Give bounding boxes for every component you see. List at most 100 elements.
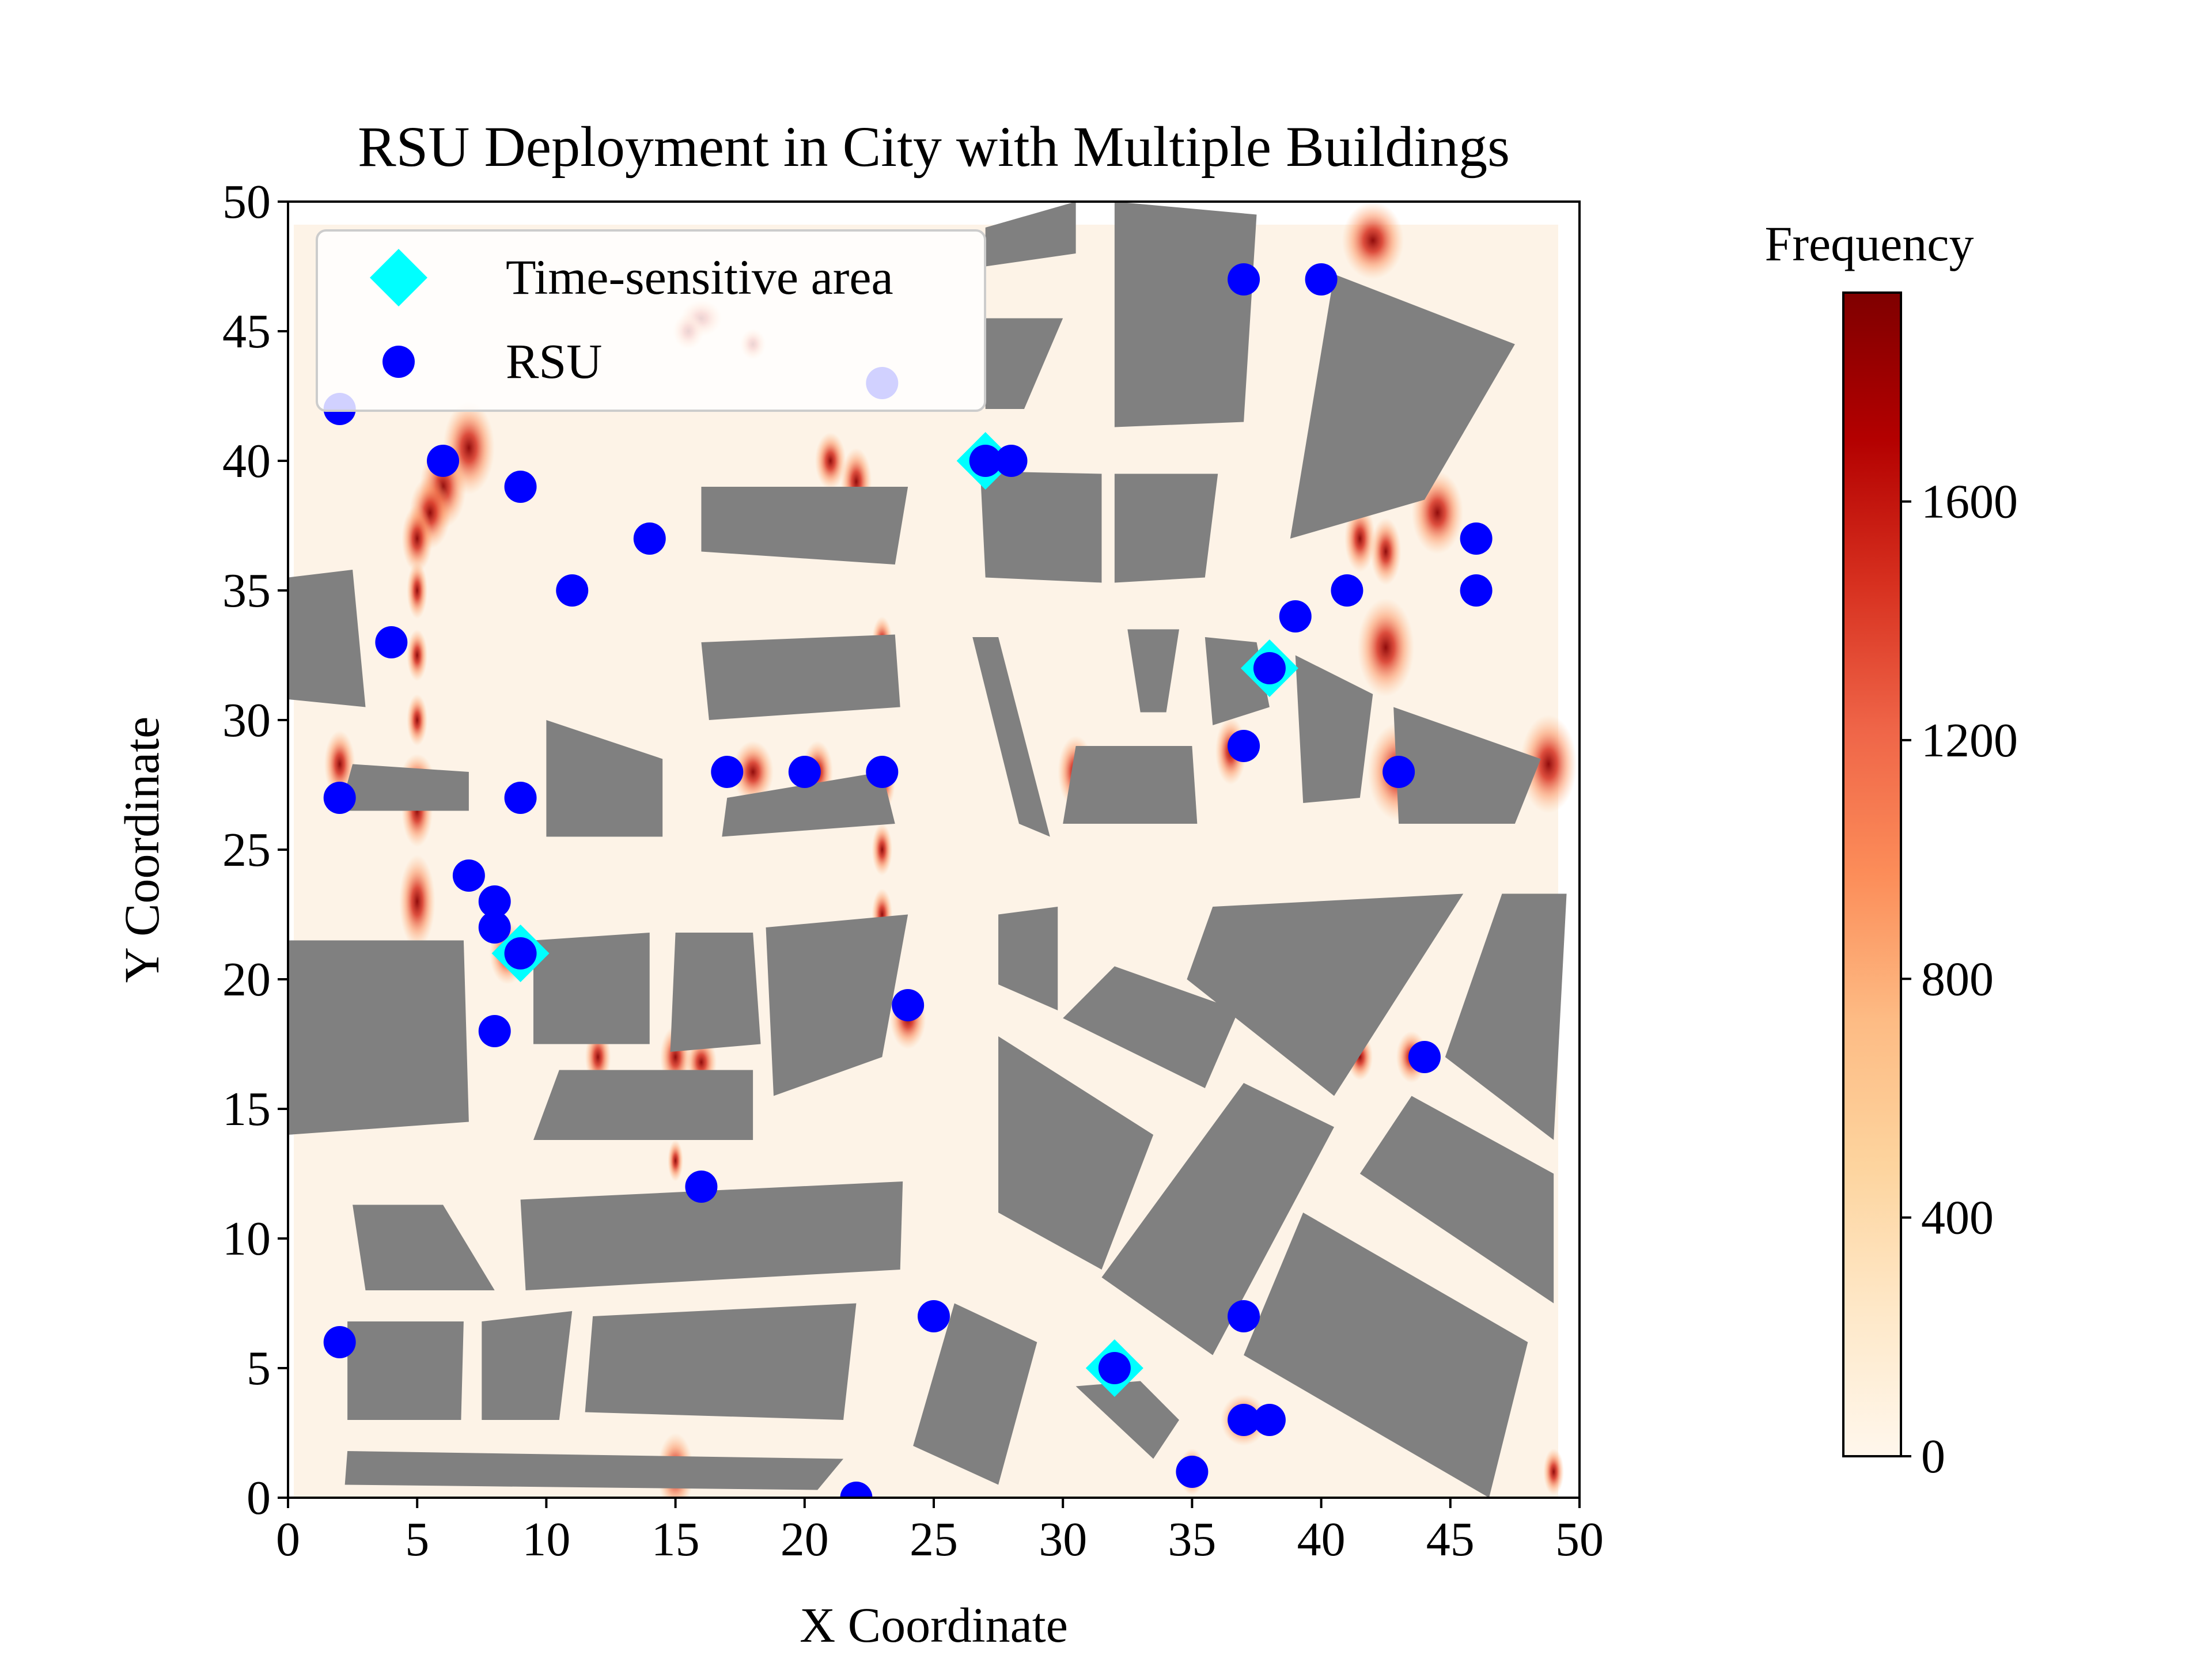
colorbar: Frequency 0 400 800 1200 1600 <box>1765 216 2018 1483</box>
heatmap-hotspot <box>407 694 428 746</box>
rsu-point <box>478 885 511 918</box>
legend: Time-sensitive area RSU <box>316 229 986 412</box>
rsu-point <box>633 522 666 555</box>
building <box>985 318 1063 409</box>
building <box>701 634 900 720</box>
heatmap-hotspot <box>1342 202 1404 279</box>
x-tick-label: 50 <box>1555 1513 1604 1566</box>
x-tick-label: 40 <box>1297 1513 1346 1566</box>
building <box>980 471 1102 583</box>
heatmap-hotspot <box>1344 505 1376 573</box>
building <box>482 1311 573 1420</box>
y-tick-label: 25 <box>222 823 271 877</box>
rsu-point <box>452 859 485 892</box>
building <box>520 1181 903 1290</box>
colorbar-label: Frequency <box>1765 216 1974 271</box>
y-tick-label: 50 <box>222 175 271 229</box>
x-tick-label: 25 <box>910 1513 958 1566</box>
rsu-point <box>504 471 537 503</box>
heatmap-hotspot <box>815 432 846 490</box>
rsu-point <box>1176 1456 1209 1488</box>
heatmap-hotspot <box>668 1140 684 1181</box>
colorbar-gradient <box>1842 291 1902 1457</box>
rsu-point <box>1228 1404 1260 1436</box>
rsu-point <box>866 756 899 788</box>
x-tick-label: 5 <box>405 1513 429 1566</box>
y-tick-label: 30 <box>222 694 271 747</box>
y-axis-label: Y Coordinate <box>114 717 169 983</box>
rsu-point <box>840 1482 873 1498</box>
building <box>722 772 895 837</box>
building <box>546 720 663 837</box>
building <box>1295 655 1373 803</box>
building <box>353 1205 495 1290</box>
rsu-point <box>427 445 460 477</box>
building <box>1359 1096 1554 1304</box>
rsu-point <box>1382 756 1415 788</box>
rsu-point <box>478 911 511 944</box>
rsu-point <box>1228 263 1260 296</box>
y-tick-label: 40 <box>222 434 271 488</box>
building <box>670 933 761 1052</box>
heatmap-hotspot <box>324 730 355 798</box>
building <box>998 907 1058 1010</box>
rsu-point <box>1228 1300 1260 1332</box>
x-tick-label: 20 <box>781 1513 829 1566</box>
y-tick-label: 5 <box>247 1342 271 1395</box>
y-tick-label: 15 <box>222 1082 271 1136</box>
rsu-point <box>556 574 589 607</box>
building <box>766 914 908 1096</box>
building <box>1127 629 1179 713</box>
rsu-point <box>1331 574 1363 607</box>
building <box>1114 202 1257 427</box>
building <box>344 1451 844 1490</box>
rsu-point <box>1098 1352 1131 1384</box>
heatmap-hotspot <box>872 824 893 876</box>
buildings-layer <box>288 202 1567 1498</box>
building <box>998 1036 1154 1270</box>
legend-diamond-marker <box>370 249 427 306</box>
y-tick-label: 0 <box>247 1471 271 1525</box>
rsu-point <box>918 1300 950 1332</box>
x-tick-label: 0 <box>276 1513 300 1566</box>
building <box>339 764 469 811</box>
rsu-point <box>1460 522 1493 555</box>
rsu-point <box>323 782 356 814</box>
building <box>1244 1213 1528 1498</box>
y-tick-label: 45 <box>222 305 271 358</box>
rsu-point <box>478 1015 511 1047</box>
colorbar-tick-label: 1600 <box>1921 475 2018 529</box>
heatmap-hotspot <box>732 741 774 803</box>
heatmap-hotspot <box>1357 598 1415 697</box>
colorbar-tick-label: 400 <box>1921 1191 1994 1245</box>
building <box>1101 1083 1335 1355</box>
rsu-point <box>788 756 821 788</box>
building <box>288 940 469 1135</box>
legend-circle-marker <box>382 346 415 378</box>
legend-label-rsu: RSU <box>506 334 602 389</box>
x-tick-label: 35 <box>1168 1513 1216 1566</box>
legend-label-time-sensitive: Time-sensitive area <box>506 249 893 305</box>
heatmap-hotspot <box>1370 518 1402 585</box>
x-tick-label: 30 <box>1039 1513 1087 1566</box>
y-axis: 0 5 10 15 20 25 30 35 40 45 50 <box>222 175 288 1525</box>
building <box>701 487 908 565</box>
colorbar-tick-label: 1200 <box>1921 714 2018 767</box>
building <box>913 1303 1037 1485</box>
building <box>585 1303 857 1420</box>
heatmap-hotspot <box>1520 715 1577 813</box>
rsu-point <box>1279 600 1312 632</box>
building <box>533 1070 753 1140</box>
y-tick-label: 10 <box>222 1212 271 1266</box>
rsu-point <box>323 1326 356 1358</box>
x-tick-label: 15 <box>652 1513 700 1566</box>
rsu-point <box>711 756 744 788</box>
colorbar-ticks: 0 400 800 1200 1600 <box>1901 475 2018 1483</box>
building <box>1063 966 1239 1088</box>
rsu-point <box>1305 263 1338 296</box>
building <box>347 1321 464 1420</box>
rsu-point <box>892 989 925 1021</box>
rsu-point <box>995 445 1028 477</box>
rsu-point <box>1228 730 1260 762</box>
colorbar-tick-label: 800 <box>1921 952 1994 1006</box>
